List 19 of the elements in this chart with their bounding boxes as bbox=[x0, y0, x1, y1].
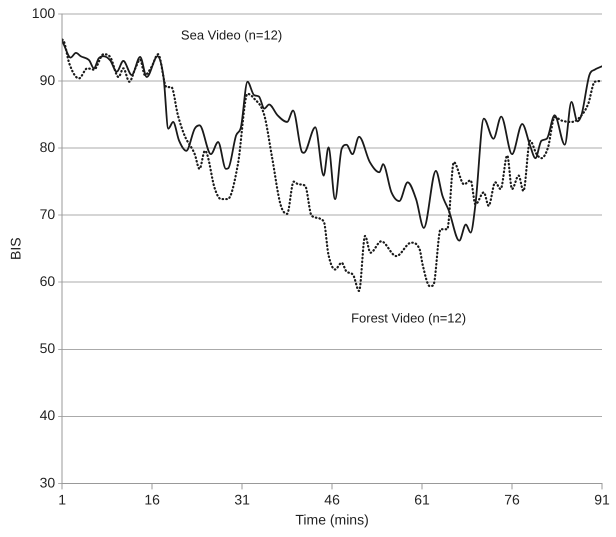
x-tick-label: 31 bbox=[234, 492, 250, 508]
y-tick-label: 90 bbox=[40, 72, 56, 88]
x-tick-label: 46 bbox=[324, 492, 340, 508]
y-tick-label: 70 bbox=[40, 206, 56, 222]
y-tick-label: 60 bbox=[40, 273, 56, 290]
x-tick-label: 76 bbox=[504, 492, 520, 508]
series-label: Forest Video (n=12) bbox=[351, 310, 466, 326]
text: Sea Video (n=12) bbox=[180, 28, 282, 43]
x-tick-label: 1 bbox=[58, 492, 66, 508]
y-axis-title: BIS bbox=[7, 237, 24, 260]
x-axis-title: Time (mins) bbox=[295, 511, 369, 528]
y-tick-label: 40 bbox=[40, 407, 56, 424]
x-tick-label: 91 bbox=[594, 492, 610, 508]
x-tick-label: 16 bbox=[144, 492, 160, 508]
y-tick-label: 80 bbox=[40, 138, 56, 155]
y-tick-label: 100 bbox=[32, 4, 56, 21]
x-tick-label: 61 bbox=[414, 492, 430, 508]
y-tick-label: 50 bbox=[40, 340, 56, 356]
y-tick-label: 30 bbox=[40, 474, 56, 490]
